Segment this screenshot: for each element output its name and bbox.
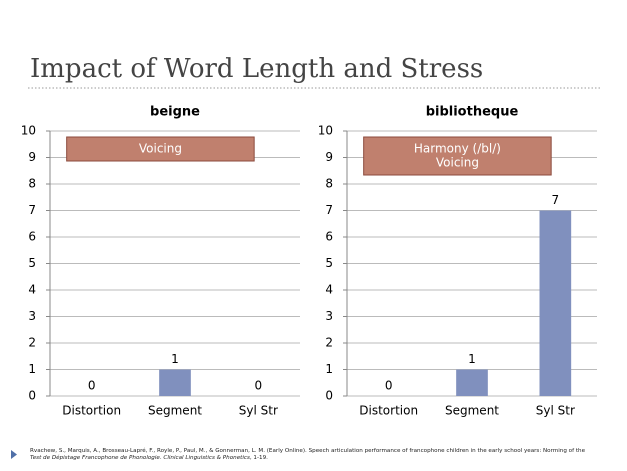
y-tick-label: 10 [21,124,36,138]
y-tick-label: 3 [28,309,36,323]
citation-italic: Test de Dépistage Francophone de Phonolo… [30,455,160,461]
y-tick-label: 2 [325,336,333,350]
chart-title: beigne [150,105,200,120]
bar [456,369,488,396]
annotation-box [363,136,552,176]
y-tick-label: 1 [28,362,36,376]
x-tick-label: Distortion [62,404,121,418]
x-tick-label: Segment [445,404,499,418]
y-tick-label: 7 [28,203,36,217]
y-tick-label: 0 [325,389,333,403]
bullet [11,450,17,459]
x-tick-label: Segment [148,404,202,418]
slide-title: Impact of Word Length and Stress [30,54,483,84]
y-tick-label: 8 [325,177,333,191]
citation-text: , 1-19. [249,455,268,461]
citation-text: . [159,455,164,461]
y-tick-label: 7 [325,203,333,217]
y-tick-label: 6 [28,230,36,244]
y-tick-label: 4 [325,283,333,297]
y-tick-label: 8 [28,177,36,191]
x-tick-label: Syl Str [536,404,575,418]
y-tick-label: 1 [325,362,333,376]
y-tick-label: 10 [318,124,333,138]
y-tick-label: 9 [28,150,36,164]
citation-italic: Clinical Linguistics & Phonetics [163,455,250,461]
data-label: 1 [171,352,179,366]
y-tick-label: 2 [28,336,36,350]
bar [159,369,191,396]
y-tick-label: 6 [325,230,333,244]
annotation-text: Voicing [139,142,182,156]
annotation-text: Voicing [436,156,479,170]
citation: Rvachew, S., Marquis, A., Brosseau-Lapré… [30,448,590,462]
x-tick-label: Syl Str [239,404,278,418]
citation-text: Rvachew, S., Marquis, A., Brosseau-Lapré… [30,448,586,454]
data-label: 0 [385,379,393,393]
y-tick-label: 5 [325,256,333,270]
data-label: 7 [552,193,560,207]
annotation-text: Harmony (/bl/) [414,142,501,156]
data-label: 0 [255,379,263,393]
y-tick-label: 9 [325,150,333,164]
y-tick-label: 4 [28,283,36,297]
x-tick-label: Distortion [359,404,418,418]
data-label: 1 [468,352,476,366]
y-tick-label: 3 [325,309,333,323]
y-tick-label: 5 [28,256,36,270]
bar [539,210,572,396]
data-label: 0 [88,379,96,393]
chart-title: bibliotheque [426,105,519,120]
annotation-box [66,136,255,162]
y-tick-label: 0 [28,389,36,403]
